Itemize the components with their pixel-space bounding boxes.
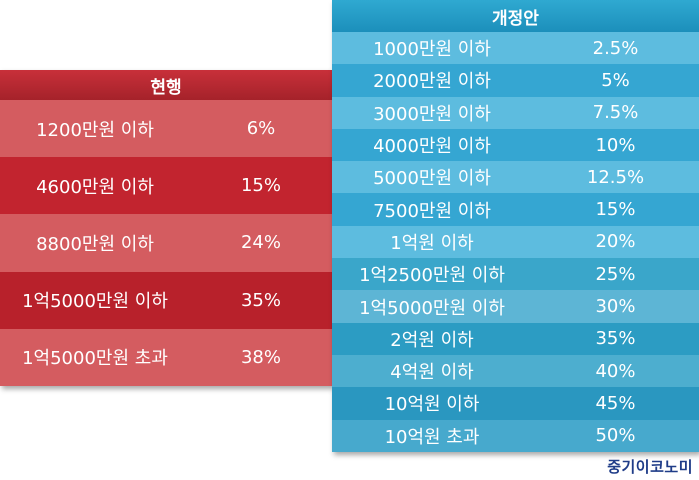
bracket-cell: 10억원 이하 <box>384 394 480 416</box>
bracket-cell: 4600만원 이하 <box>36 176 154 198</box>
table-row: 10억원 이하 45% <box>332 387 699 420</box>
bracket-cell: 1000만원 이하 <box>373 39 491 61</box>
table-row: 3000만원 이하 7.5% <box>332 96 699 129</box>
rate-cell: 15% <box>240 175 281 197</box>
bracket-cell: 2000만원 이하 <box>373 71 491 93</box>
table-row: 8800만원 이하 24% <box>0 214 332 272</box>
bracket-cell: 1억원 이하 <box>390 232 474 254</box>
table-row: 2억원 이하 35% <box>332 322 699 355</box>
rate-cell: 35% <box>595 328 636 350</box>
bracket-cell: 4억원 이하 <box>390 362 474 384</box>
bracket-cell: 1억2500만원 이하 <box>359 265 505 287</box>
current-table-header: 현행 <box>0 70 332 100</box>
table-row: 4600만원 이하 15% <box>0 157 332 215</box>
table-row: 1000만원 이하 2.5% <box>332 32 699 65</box>
table-row: 1200만원 이하 6% <box>0 100 332 158</box>
rate-cell: 20% <box>595 231 636 253</box>
table-row: 4억원 이하 40% <box>332 354 699 388</box>
table-row: 7500만원 이하 15% <box>332 193 699 226</box>
bracket-cell: 4000만원 이하 <box>373 136 491 158</box>
rate-cell: 38% <box>240 346 281 368</box>
table-row: 1억원 이하 20% <box>332 225 699 259</box>
bracket-cell: 3000만원 이하 <box>373 103 491 125</box>
rate-cell: 7.5% <box>592 102 639 124</box>
table-row: 10억원 초과 50% <box>332 419 699 452</box>
rate-cell: 2.5% <box>592 37 639 59</box>
bracket-cell: 1억5000만원 이하 <box>359 297 505 319</box>
table-row: 1억5000만원 이하 30% <box>332 290 699 323</box>
current-tax-table: 현행 1200만원 이하 6% 4600만원 이하 15% 8800만원 이하 24% 1억… <box>0 70 332 386</box>
bracket-cell: 1억5000만원 초과 <box>22 348 168 370</box>
rate-cell: 24% <box>240 232 281 254</box>
rate-cell: 5% <box>601 69 630 91</box>
rate-cell: 12.5% <box>586 166 645 188</box>
bracket-cell: 7500만원 이하 <box>373 200 491 222</box>
proposed-tax-table: 개정안 1000만원 이하 2.5% 2000만원 이하 5% 3000만원 이하 7.5… <box>332 0 699 452</box>
rate-cell: 45% <box>595 392 636 414</box>
table-row: 1억2500만원 이하 25% <box>332 258 699 291</box>
rate-cell: 35% <box>240 289 281 311</box>
bracket-cell: 1억5000만원 이하 <box>22 291 168 313</box>
publisher-logo: 중기이코노미 <box>607 458 693 476</box>
table-row: 5000만원 이하 12.5% <box>332 161 699 194</box>
table-row: 1억5000만원 초과 38% <box>0 328 332 386</box>
bracket-cell: 1200만원 이하 <box>36 119 154 141</box>
rate-cell: 30% <box>595 296 636 318</box>
table-row: 1억5000만원 이하 35% <box>0 271 332 329</box>
rate-cell: 25% <box>595 263 636 285</box>
rate-cell: 40% <box>595 360 636 382</box>
current-table-rows: 1200만원 이하 6% 4600만원 이하 15% 8800만원 이하 24% 1억500… <box>0 100 332 386</box>
rate-cell: 6% <box>246 118 276 140</box>
rate-cell: 50% <box>595 425 636 447</box>
bracket-cell: 10억원 초과 <box>384 426 480 448</box>
bracket-cell: 2억원 이하 <box>390 329 474 351</box>
proposed-table-rows: 1000만원 이하 2.5% 2000만원 이하 5% 3000만원 이하 7.5% 400… <box>332 32 699 452</box>
bracket-cell: 8800만원 이하 <box>36 233 154 255</box>
bracket-cell: 5000만원 이하 <box>373 168 491 190</box>
rate-cell: 15% <box>595 199 636 221</box>
rate-cell: 10% <box>595 134 636 156</box>
table-row: 4000만원 이하 10% <box>332 128 699 162</box>
proposed-table-header: 개정안 <box>332 0 699 32</box>
table-row: 2000만원 이하 5% <box>332 64 699 97</box>
